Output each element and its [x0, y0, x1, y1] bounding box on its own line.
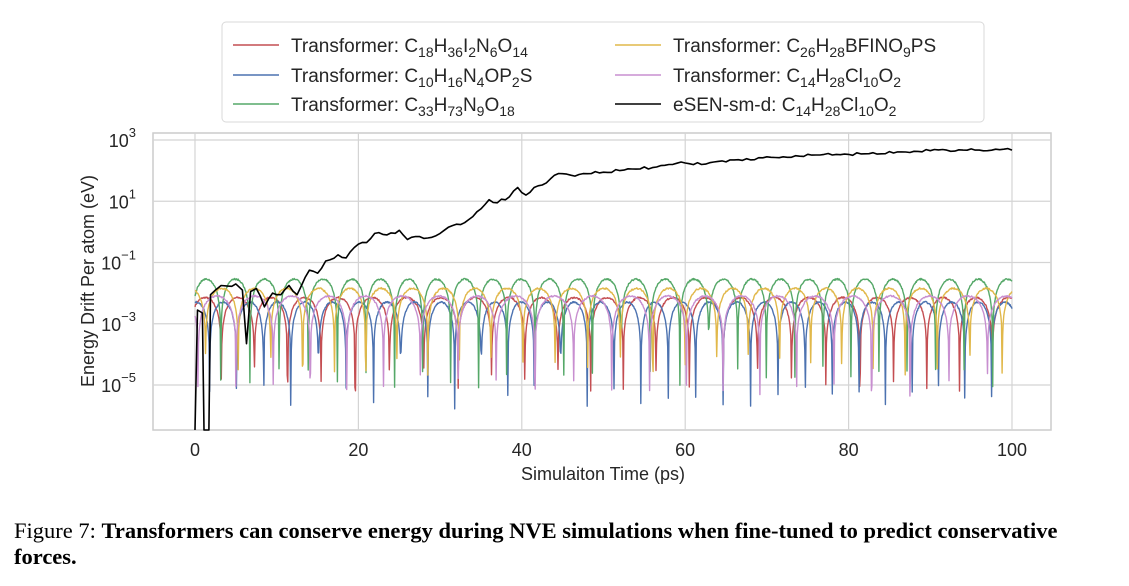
legend: Transformer: C18H36I2N6O14 Transformer: C…	[221, 21, 985, 123]
x-tick-label: 0	[190, 440, 200, 460]
caption-text: Transformers can conserve energy during …	[14, 518, 1058, 569]
y-tick-label: 10−1	[101, 248, 136, 274]
series-line-3	[194, 286, 1013, 376]
series-line-4	[194, 294, 1013, 397]
y-tick-label: 10−5	[101, 370, 136, 396]
legend-label-5: eSEN-sm-d: C14H28Cl10O2	[673, 95, 897, 119]
x-axis-label: Simulaiton Time (ps)	[521, 464, 685, 484]
legend-label-2: Transformer: C33H73N9O18	[291, 95, 515, 119]
y-tick-label: 101	[109, 186, 136, 212]
series-line-2	[194, 277, 1013, 389]
y-axis-label: Energy Drift Per atom (eV)	[78, 175, 98, 387]
x-tick-label: 60	[675, 440, 695, 460]
series-line-5	[194, 147, 1013, 431]
x-tick-label: 80	[839, 440, 859, 460]
legend-label-1: Transformer: C10H16N4OP2S	[291, 66, 532, 90]
y-axis-ticks: 103 101 10−1 10−3 10−5	[101, 125, 136, 396]
legend-box	[221, 21, 985, 123]
x-tick-label: 100	[997, 440, 1027, 460]
figure-caption: Figure 7: Transformers can conserve ener…	[14, 518, 1119, 570]
legend-label-3: Transformer: C26H28BFINO9PS	[673, 36, 936, 60]
x-tick-label: 40	[512, 440, 532, 460]
series-layer	[194, 147, 1013, 431]
x-tick-label: 20	[348, 440, 368, 460]
caption-label: Figure 7:	[14, 518, 96, 543]
energy-drift-chart: 0 20 40 60 80 100 103 101 10−1 10−3 10−5 Simulait…	[78, 21, 1052, 484]
grid-lines	[153, 133, 1051, 430]
legend-label-0: Transformer: C18H36I2N6O14	[291, 36, 528, 60]
y-tick-label: 103	[109, 125, 136, 151]
y-tick-label: 10−3	[101, 309, 136, 335]
legend-label-4: Transformer: C14H28Cl10O2	[673, 66, 901, 90]
x-axis-ticks: 0 20 40 60 80 100	[190, 440, 1027, 460]
